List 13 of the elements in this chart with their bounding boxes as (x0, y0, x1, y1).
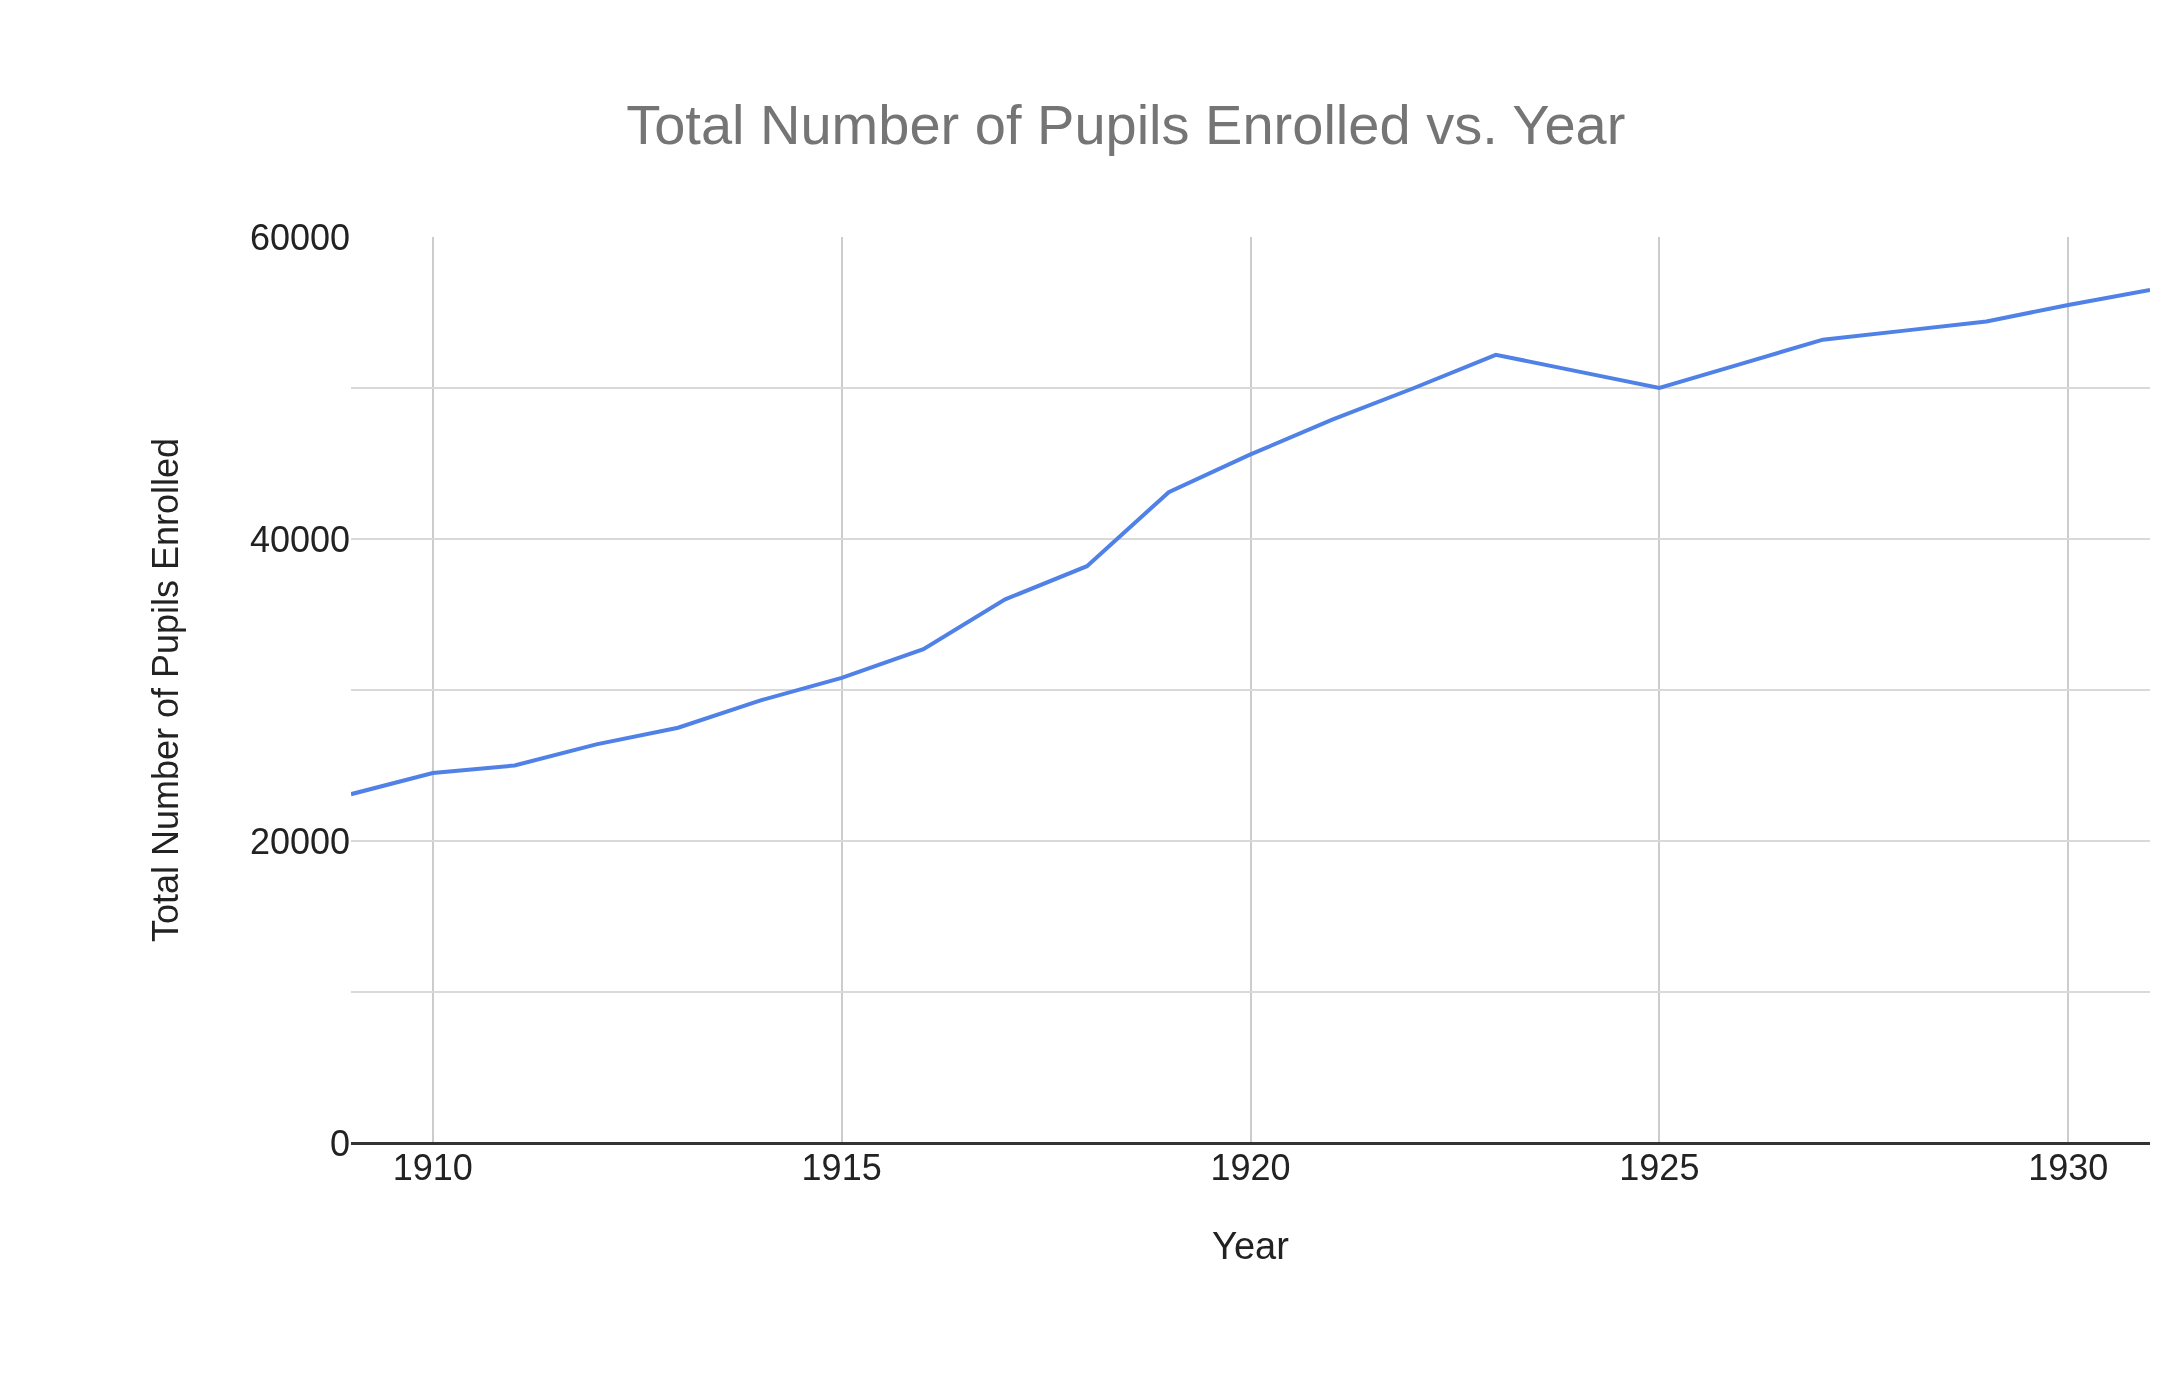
x-axis-title: Year (1212, 1225, 1290, 1268)
y-axis-title: Total Number of Pupils Enrolled (144, 437, 186, 943)
x-tick-label: 1930 (2028, 1147, 2109, 1188)
y-tick-label: 60000 (249, 216, 350, 258)
x-tick-label: 1915 (801, 1147, 882, 1188)
line-series (351, 287, 2150, 797)
y-tick-label: 20000 (249, 820, 350, 862)
x-tick-label: 1910 (392, 1147, 473, 1188)
chart-title: Total Number of Pupils Enrolled vs. Year (626, 92, 1626, 156)
y-tick-label: 0 (329, 1122, 350, 1164)
x-tick-label: 1925 (1619, 1147, 1700, 1188)
y-tick-label: 40000 (249, 518, 350, 560)
x-tick-label: 1920 (1210, 1147, 1291, 1188)
